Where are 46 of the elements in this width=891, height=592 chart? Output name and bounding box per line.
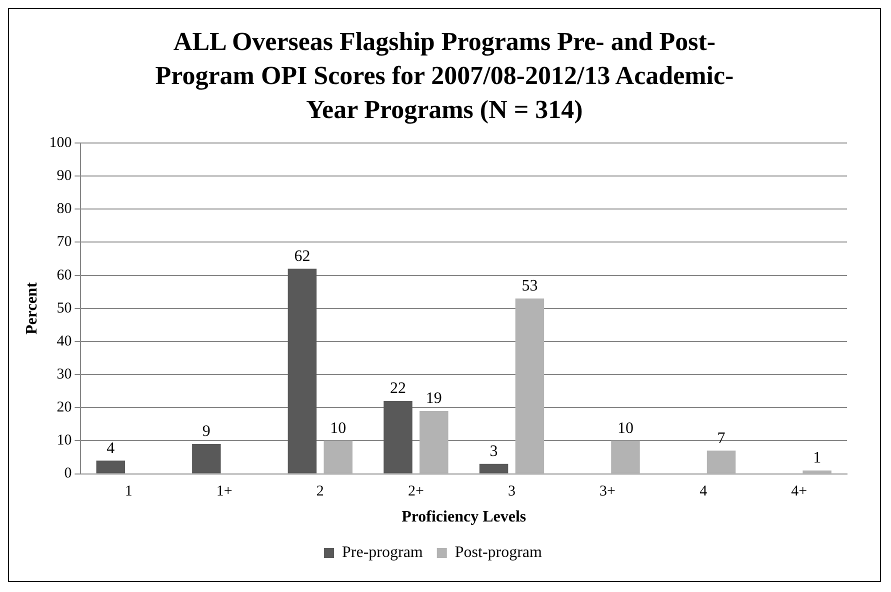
chart-title: ALL Overseas Flagship Programs Pre- and Post-Program OPI Scores for 2007/08-2012/13 Academic-Year Programs (N = 314) (154, 26, 735, 126)
data-label: 62 (294, 248, 310, 265)
x-tick-label: 2 (316, 484, 324, 500)
bar (192, 444, 221, 474)
legend-label: Pre-program (342, 544, 424, 562)
data-label: 19 (426, 390, 442, 408)
data-label: 7 (717, 430, 726, 447)
x-tick-label: 3 (508, 484, 516, 500)
y-tick-label: 20 (56, 400, 72, 416)
bar (384, 401, 412, 474)
bar (706, 450, 736, 474)
y-axis-title: Percent (24, 282, 41, 334)
y-tick-label: 0 (64, 466, 72, 482)
y-tick-label: 100 (49, 134, 72, 151)
y-tick-label: 50 (56, 300, 72, 316)
bar (515, 298, 544, 474)
bar (288, 268, 317, 474)
y-tick-label: 70 (56, 234, 72, 250)
bar (420, 410, 448, 474)
data-label: 53 (522, 278, 538, 295)
y-tick-label: 80 (56, 201, 72, 218)
data-label: 4 (106, 440, 115, 457)
data-label: 10 (330, 420, 346, 437)
data-label: 1 (813, 450, 822, 467)
y-tick-label: 60 (56, 267, 72, 284)
bar (96, 460, 125, 474)
x-tick-label: 4+ (791, 484, 808, 500)
data-label: 3 (490, 443, 498, 460)
bar (611, 440, 640, 474)
bar (479, 464, 508, 474)
y-tick-label: 30 (56, 366, 72, 382)
x-tick-label: 1 (124, 484, 132, 500)
x-tick-label: 1+ (216, 484, 232, 500)
data-label: 22 (390, 380, 406, 398)
y-tick-label: 10 (56, 432, 72, 449)
x-axis-title: Proficiency Levels (402, 508, 526, 526)
legend-label: Post-program (454, 544, 543, 562)
x-tick-label: 3+ (600, 484, 616, 500)
y-tick-label: 90 (56, 168, 72, 184)
bar (324, 440, 352, 474)
bar (802, 470, 832, 474)
x-tick-label: 4 (700, 484, 708, 500)
x-tick-label: 2+ (408, 484, 424, 500)
y-tick-label: 40 (56, 333, 72, 350)
data-label: 10 (617, 420, 634, 437)
data-label: 9 (202, 423, 210, 440)
